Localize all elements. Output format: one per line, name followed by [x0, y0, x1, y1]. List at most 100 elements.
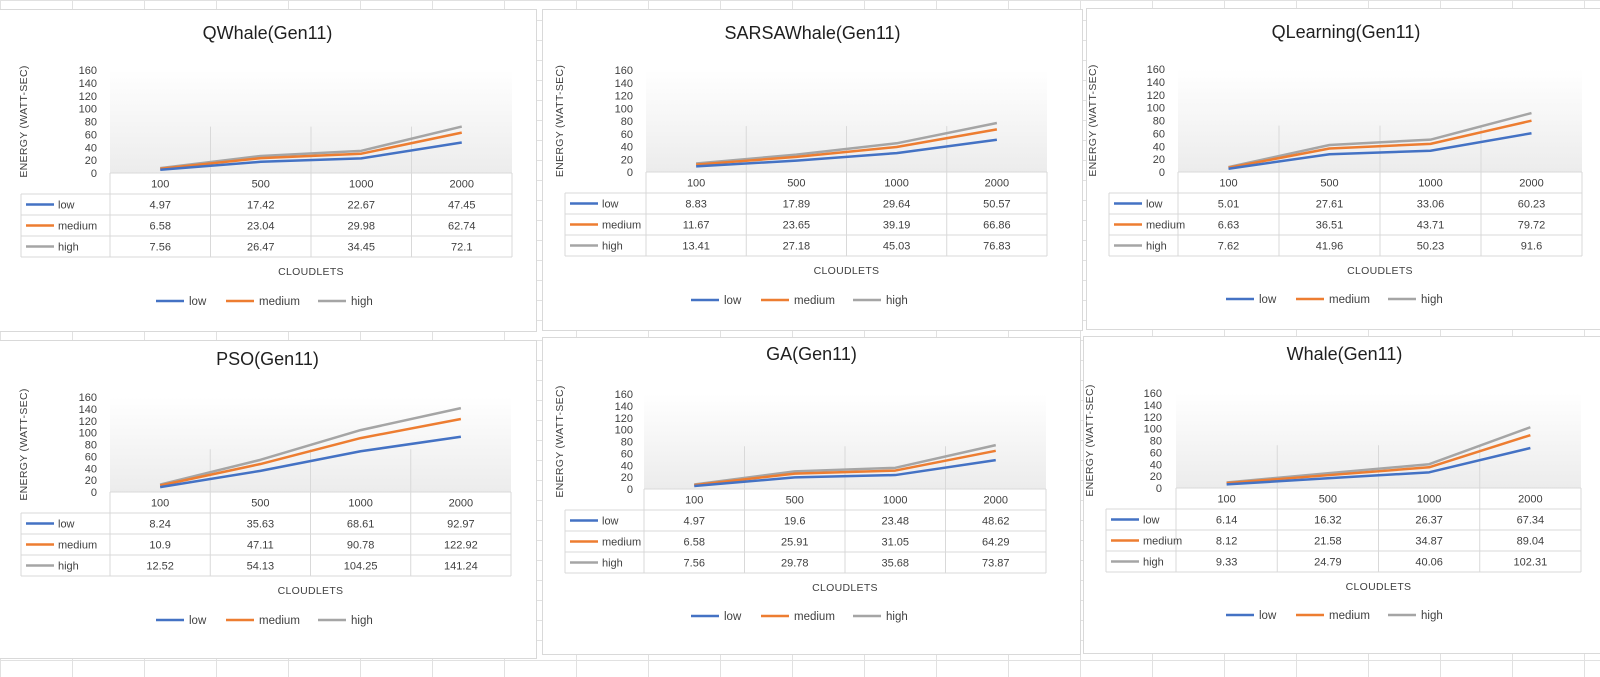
y-tick-label: 140	[79, 78, 97, 90]
table-cell: 25.91	[781, 537, 809, 549]
legend-item-medium[interactable]: medium	[1296, 294, 1370, 306]
x-tick-label: 500	[251, 498, 269, 510]
y-tick-label: 40	[1150, 459, 1162, 471]
chart-panel-qlearning[interactable]: QLearning(Gen11) 0 20 40 60 80 100 120 140 160 ENE…	[1086, 8, 1600, 330]
series-line-high	[694, 443, 997, 486]
y-tick-label: 120	[615, 91, 633, 103]
y-tick-label: 60	[621, 129, 633, 141]
table-row-label: low	[602, 516, 619, 528]
legend-item-medium[interactable]: medium	[761, 611, 835, 623]
legend-item-high[interactable]: high	[1388, 610, 1443, 622]
table-cell: 7.56	[150, 242, 171, 254]
legend-label: high	[351, 615, 373, 627]
y-tick-label: 120	[1147, 90, 1165, 102]
y-tick-label: 60	[85, 451, 97, 463]
y-tick-label: 0	[627, 167, 633, 179]
legend-item-medium[interactable]: medium	[761, 295, 835, 307]
table-row-label: medium	[58, 540, 97, 552]
table-cell: 6.58	[684, 537, 705, 549]
x-tick-label: 100	[685, 495, 703, 507]
table-cell: 64.29	[982, 537, 1010, 549]
chart-svg: QWhale(Gen11)020406080100120140160ENERGY…	[18, 23, 513, 308]
y-axis-title: ENERGY (WATT-SEC)	[1087, 64, 1099, 176]
y-tick-label: 20	[621, 154, 633, 166]
table-cell: 141.24	[444, 561, 478, 573]
legend-item-medium[interactable]: medium	[1296, 610, 1370, 622]
table-cell: 7.56	[684, 558, 705, 570]
legend-item-high[interactable]: high	[318, 296, 373, 308]
x-tick-label: 2000	[1518, 494, 1542, 506]
y-tick-label: 120	[1144, 412, 1162, 424]
legend-item-low[interactable]: low	[1226, 610, 1277, 622]
table-row-label: low	[58, 519, 75, 531]
y-axis-title: ENERGY (WATT-SEC)	[18, 388, 30, 500]
chart-panel-sarsawhale[interactable]: SARSAWhale(Gen11) 0 20 40 60 80 100 120 140 160 EN…	[542, 9, 1083, 331]
chart-title: QWhale(Gen11)	[203, 23, 333, 43]
table-cell: 54.13	[247, 561, 275, 573]
legend-label: low	[724, 295, 742, 307]
y-tick-label: 0	[91, 168, 97, 180]
chart-panel-pso[interactable]: PSO(Gen11) 0 20 40 60 80 100 120 140 160 ENERGY (W…	[0, 340, 537, 659]
series-line-medium	[160, 131, 463, 171]
legend-label: medium	[1329, 610, 1370, 622]
table-cell: 60.23	[1518, 199, 1546, 211]
legend-item-high[interactable]: high	[318, 615, 373, 627]
table-row-label: high	[602, 558, 623, 570]
table-cell: 27.61	[1316, 199, 1344, 211]
series-line-high	[696, 121, 998, 165]
y-tick-label: 120	[79, 416, 97, 428]
y-axis-title: ENERGY (WATT-SEC)	[1084, 384, 1096, 496]
y-axis-title: ENERGY (WATT-SEC)	[554, 65, 566, 177]
legend-label: low	[1259, 294, 1277, 306]
table-row-label: low	[602, 199, 619, 211]
legend-item-high[interactable]: high	[1388, 294, 1443, 306]
legend-item-low[interactable]: low	[691, 295, 742, 307]
y-tick-label: 100	[79, 104, 97, 116]
legend-item-low[interactable]: low	[1226, 294, 1277, 306]
x-axis-title: CLOUDLETS	[278, 585, 344, 597]
x-tick-label: 2000	[985, 178, 1009, 190]
legend-item-low[interactable]: low	[691, 611, 742, 623]
legend-item-low[interactable]: low	[156, 296, 207, 308]
table-cell: 122.92	[444, 540, 478, 552]
table-cell: 73.87	[982, 558, 1010, 570]
chart-panel-whale[interactable]: Whale(Gen11) 0 20 40 60 80 100 120 140 160 ENERGY …	[1083, 336, 1600, 654]
table-cell: 13.41	[682, 241, 710, 253]
table-cell: 72.1	[451, 242, 472, 254]
x-tick-label: 2000	[1519, 178, 1543, 190]
y-tick-label: 60	[621, 448, 633, 460]
table-cell: 35.63	[247, 519, 275, 531]
table-cell: 31.05	[881, 537, 909, 549]
chart-panel-qwhale[interactable]: QWhale(Gen11) 0 20 40 60 80 100 120 140 160 ENERGY…	[0, 9, 537, 332]
x-tick-label: 500	[252, 179, 270, 191]
data-table: 100 500 1000 2000 low 8.83 17.89 29.64 50.57 medi…	[564, 171, 1048, 257]
legend-label: high	[886, 295, 908, 307]
chart-panel-ga[interactable]: GA(Gen11) 0 20 40 60 80 100 120 140 160 ENERGY (WA…	[542, 337, 1081, 655]
data-table: 100 500 1000 2000 low 4.97 19.6 23.48 48.62 mediu…	[564, 488, 1047, 574]
table-cell: 19.6	[784, 516, 805, 528]
legend-item-high[interactable]: high	[853, 611, 908, 623]
chart-title: Whale(Gen11)	[1287, 344, 1403, 364]
x-axis-title: CLOUDLETS	[1346, 581, 1412, 593]
table-cell: 16.32	[1314, 515, 1342, 527]
table-cell: 50.57	[983, 199, 1011, 211]
legend-item-medium[interactable]: medium	[226, 296, 300, 308]
legend-item-low[interactable]: low	[156, 615, 207, 627]
y-tick-label: 80	[1150, 436, 1162, 448]
chart-svg: QLearning(Gen11)020406080100120140160ENE…	[1087, 22, 1583, 306]
chart-title: PSO(Gen11)	[216, 349, 319, 369]
x-tick-label: 1000	[883, 495, 907, 507]
table-cell: 62.74	[448, 221, 476, 233]
table-cell: 41.96	[1316, 241, 1344, 253]
series-line-low	[159, 435, 462, 489]
y-tick-label: 120	[615, 413, 633, 425]
legend-item-high[interactable]: high	[853, 295, 908, 307]
legend-item-medium[interactable]: medium	[226, 615, 300, 627]
y-tick-label: 160	[615, 389, 633, 401]
table-cell: 67.34	[1517, 515, 1545, 527]
legend-label: high	[1421, 610, 1443, 622]
series-line-low	[1226, 446, 1531, 486]
table-cell: 29.64	[883, 199, 911, 211]
legend-label: medium	[794, 295, 835, 307]
x-tick-label: 500	[1319, 494, 1337, 506]
